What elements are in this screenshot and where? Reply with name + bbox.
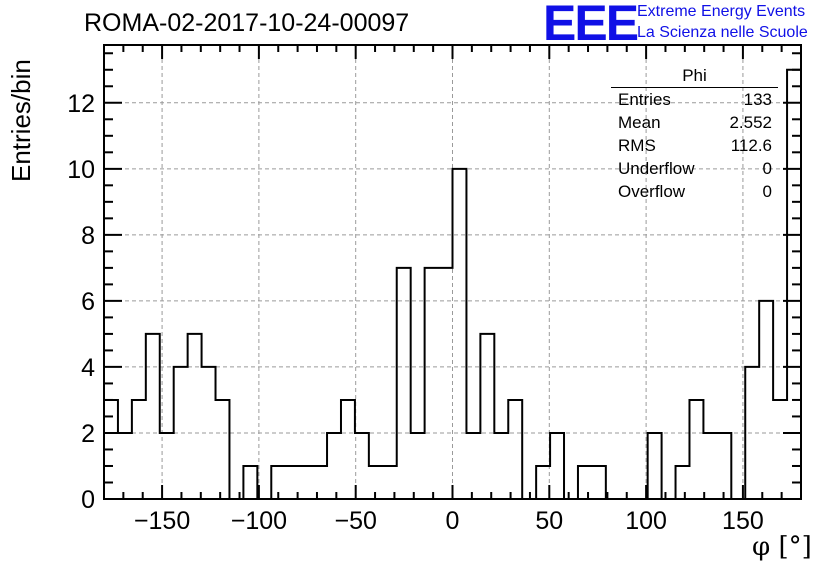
y-tick-label: 6 [81, 288, 95, 316]
histogram-bin [146, 334, 160, 499]
axis-ticks: −150 −100 −50 0 50 100 150 0 2 4 6 8 10 12 [67, 45, 802, 535]
histogram-step-line [104, 68, 801, 500]
x-tick-label: −50 [334, 507, 376, 535]
histogram-bin [480, 334, 494, 499]
histogram-bin [759, 301, 773, 499]
stats-value: 2.552 [729, 113, 772, 132]
y-tick-label: 12 [67, 90, 95, 118]
histogram-bin [508, 400, 522, 499]
stats-row-underflow: Underflow 0 [611, 157, 778, 180]
x-axis-label: φ [°] [752, 532, 812, 562]
histogram-bin [425, 268, 439, 499]
stats-value: 112.6 [730, 136, 772, 155]
histogram-bin [397, 268, 411, 499]
histogram-bin [717, 433, 731, 499]
histogram-bin [773, 400, 787, 499]
stats-box-title: Phi [611, 66, 778, 88]
stats-row-entries: Entries 133 [611, 88, 778, 111]
y-tick-label: 8 [81, 222, 95, 250]
histogram-bin [494, 433, 508, 499]
stats-label: Underflow [618, 159, 695, 178]
x-tick-label: −150 [134, 507, 190, 535]
histogram-bin [341, 400, 355, 499]
logo-tagline-1: Extreme Energy Events [637, 3, 806, 20]
histogram-bin [243, 466, 257, 499]
histogram-bin [327, 433, 341, 499]
stats-value: 0 [762, 182, 772, 201]
histogram-bin [703, 433, 717, 499]
stats-value: 0 [762, 159, 772, 178]
x-tick-label: 100 [625, 507, 667, 535]
histogram-bin [118, 433, 132, 499]
histogram-bin [592, 466, 606, 499]
histogram-bin [174, 367, 188, 499]
stats-box: Phi Entries 133 Mean 2.552 RMS 112.6 Underf… [611, 66, 778, 203]
stats-row-mean: Mean 2.552 [611, 111, 778, 134]
x-tick-label: 150 [722, 507, 764, 535]
histogram-bin [453, 169, 467, 499]
histogram-bin [466, 433, 480, 499]
histogram-bin [536, 466, 550, 499]
x-tick-label: 0 [446, 507, 460, 535]
y-axis-label: Entries/bin [6, 59, 36, 182]
y-tick-label: 0 [81, 486, 95, 514]
histogram-bin [676, 466, 690, 499]
histogram-bin [411, 433, 425, 499]
y-tick-label: 4 [81, 354, 95, 382]
logo-tagline-2: La Scienza nelle Scuole [637, 24, 808, 41]
stats-label: Entries [618, 90, 671, 109]
histogram-bin [132, 400, 146, 499]
stats-value: 133 [743, 90, 772, 109]
histogram-bin [745, 367, 759, 499]
histogram-bin [550, 433, 564, 499]
x-tick-label: −100 [231, 507, 287, 535]
histogram-bin [439, 268, 453, 499]
histogram-bin [313, 466, 327, 499]
eee-logo: EEE [543, 0, 639, 51]
histogram-bin [216, 400, 230, 499]
chart-title: ROMA-02-2017-10-24-00097 [84, 9, 410, 37]
stats-label: Overflow [618, 182, 686, 201]
histogram-bin [689, 400, 703, 499]
y-tick-label: 2 [81, 420, 95, 448]
histogram-bin [299, 466, 313, 499]
histogram-bin [188, 334, 202, 499]
histogram-bin [578, 466, 592, 499]
histogram-bin [202, 367, 216, 499]
stats-row-rms: RMS 112.6 [611, 134, 778, 157]
stats-label: Mean [618, 113, 661, 132]
stats-row-overflow: Overflow 0 [611, 180, 778, 203]
x-tick-label: 50 [535, 507, 563, 535]
histogram-bin [355, 433, 369, 499]
histogram-bin [648, 433, 662, 499]
stats-label: RMS [618, 136, 656, 155]
y-tick-label: 10 [67, 156, 95, 184]
